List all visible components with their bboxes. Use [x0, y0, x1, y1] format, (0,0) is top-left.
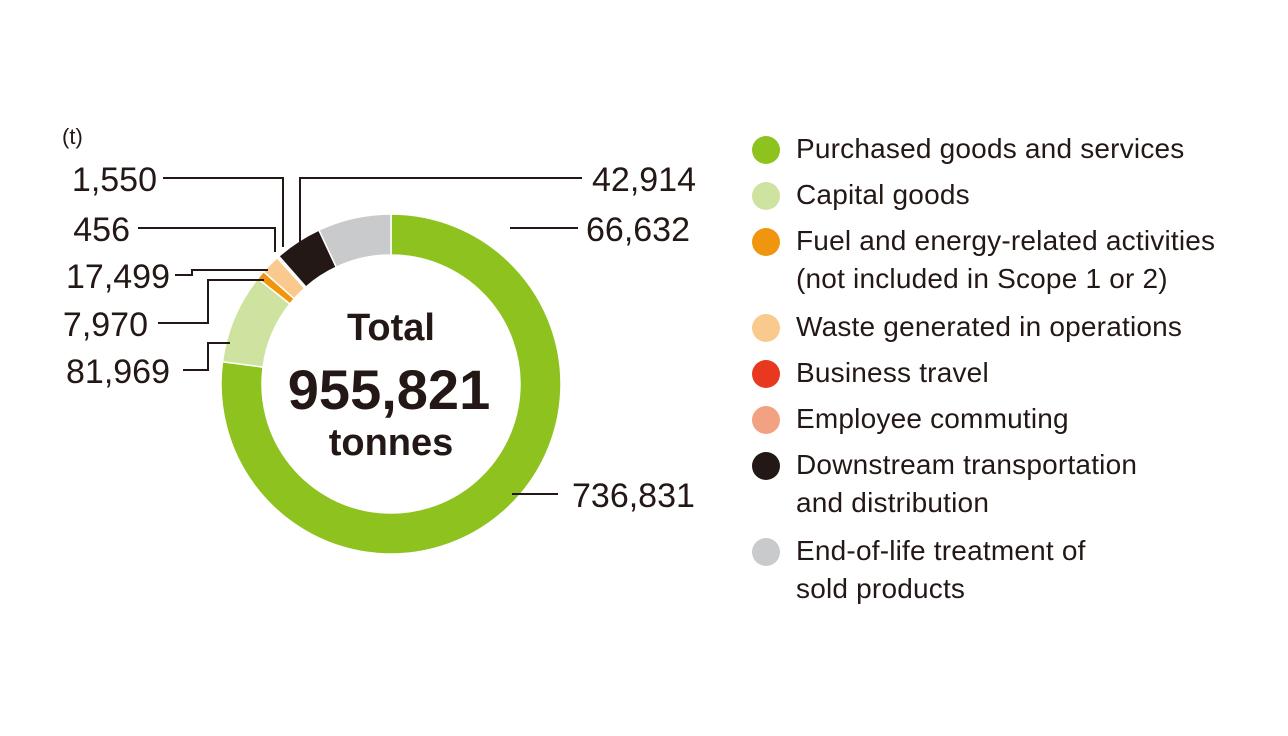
legend-label: Purchased goods and services — [796, 133, 1185, 164]
legend-swatch — [752, 452, 780, 480]
legend-label: Employee commuting — [796, 403, 1069, 434]
legend-swatch — [752, 406, 780, 434]
donut-slices — [220, 213, 562, 555]
value-labels: 736,831 81,969 7,970 17,499 456 1,550 42,914 66… — [63, 161, 696, 515]
value-label-fuel-and-energy-related-activities: 7,970 — [63, 306, 148, 344]
value-label-capital-goods: 81,969 — [66, 353, 170, 391]
center-total-value: 955,821 — [288, 358, 490, 421]
value-label-waste-generated-in-operations: 17,499 — [66, 258, 170, 296]
leader-lines — [138, 177, 582, 495]
legend-label: Fuel and energy-related activities (not … — [796, 225, 1216, 294]
leader-line-business-travel — [138, 227, 276, 252]
value-label-downstream-transportation: 42,914 — [592, 161, 696, 199]
legend-label: Waste generated in operations — [796, 311, 1183, 342]
legend-swatch — [752, 182, 780, 210]
legend-swatch — [752, 538, 780, 566]
legend-swatch — [752, 228, 780, 256]
leader-line-downstream-transportation — [299, 177, 582, 243]
legend-item-downstream-transportation: Downstream transportation and distributi… — [752, 446, 1137, 522]
legend-label: Capital goods — [796, 179, 970, 210]
slice-purchased-goods-and-services — [220, 213, 562, 555]
legend-swatch — [752, 136, 780, 164]
legend-item-capital-goods: Capital goods — [752, 176, 970, 214]
legend-item-fuel-and-energy-related-activities: Fuel and energy-related activities (not … — [752, 222, 1215, 298]
value-label-business-travel: 456 — [73, 211, 130, 249]
leader-line-waste-generated-in-operations — [175, 269, 268, 276]
value-label-purchased-goods-and-services: 736,831 — [572, 477, 695, 515]
legend-item-purchased-goods-and-services: Purchased goods and services — [752, 130, 1185, 168]
legend-label: End-of-life treatment of sold products — [796, 535, 1086, 604]
leader-line-fuel-and-energy-related-activities — [158, 279, 264, 324]
legend-item-employee-commuting: Employee commuting — [752, 400, 1069, 438]
legend-swatch — [752, 314, 780, 342]
value-label-employee-commuting: 1,550 — [72, 161, 157, 199]
slice-end-of-life-treatment-of — [317, 213, 392, 269]
legend-item-waste-generated-in-operations: Waste generated in operations — [752, 308, 1182, 346]
unit-label: (t) — [62, 124, 83, 149]
legend-label: Downstream transportation and distributi… — [796, 449, 1138, 518]
legend-item-business-travel: Business travel — [752, 354, 989, 392]
value-label-end-of-life-treatment-of: 66,632 — [586, 211, 690, 249]
leader-line-employee-commuting — [163, 177, 284, 247]
legend-item-end-of-life-treatment-of: End-of-life treatment of sold products — [752, 532, 1086, 608]
leader-line-capital-goods — [183, 342, 230, 371]
legend-swatch — [752, 360, 780, 388]
legend-label: Business travel — [796, 357, 989, 388]
center-total-label: Total — [347, 307, 435, 349]
center-total-unit: tonnes — [329, 422, 454, 464]
